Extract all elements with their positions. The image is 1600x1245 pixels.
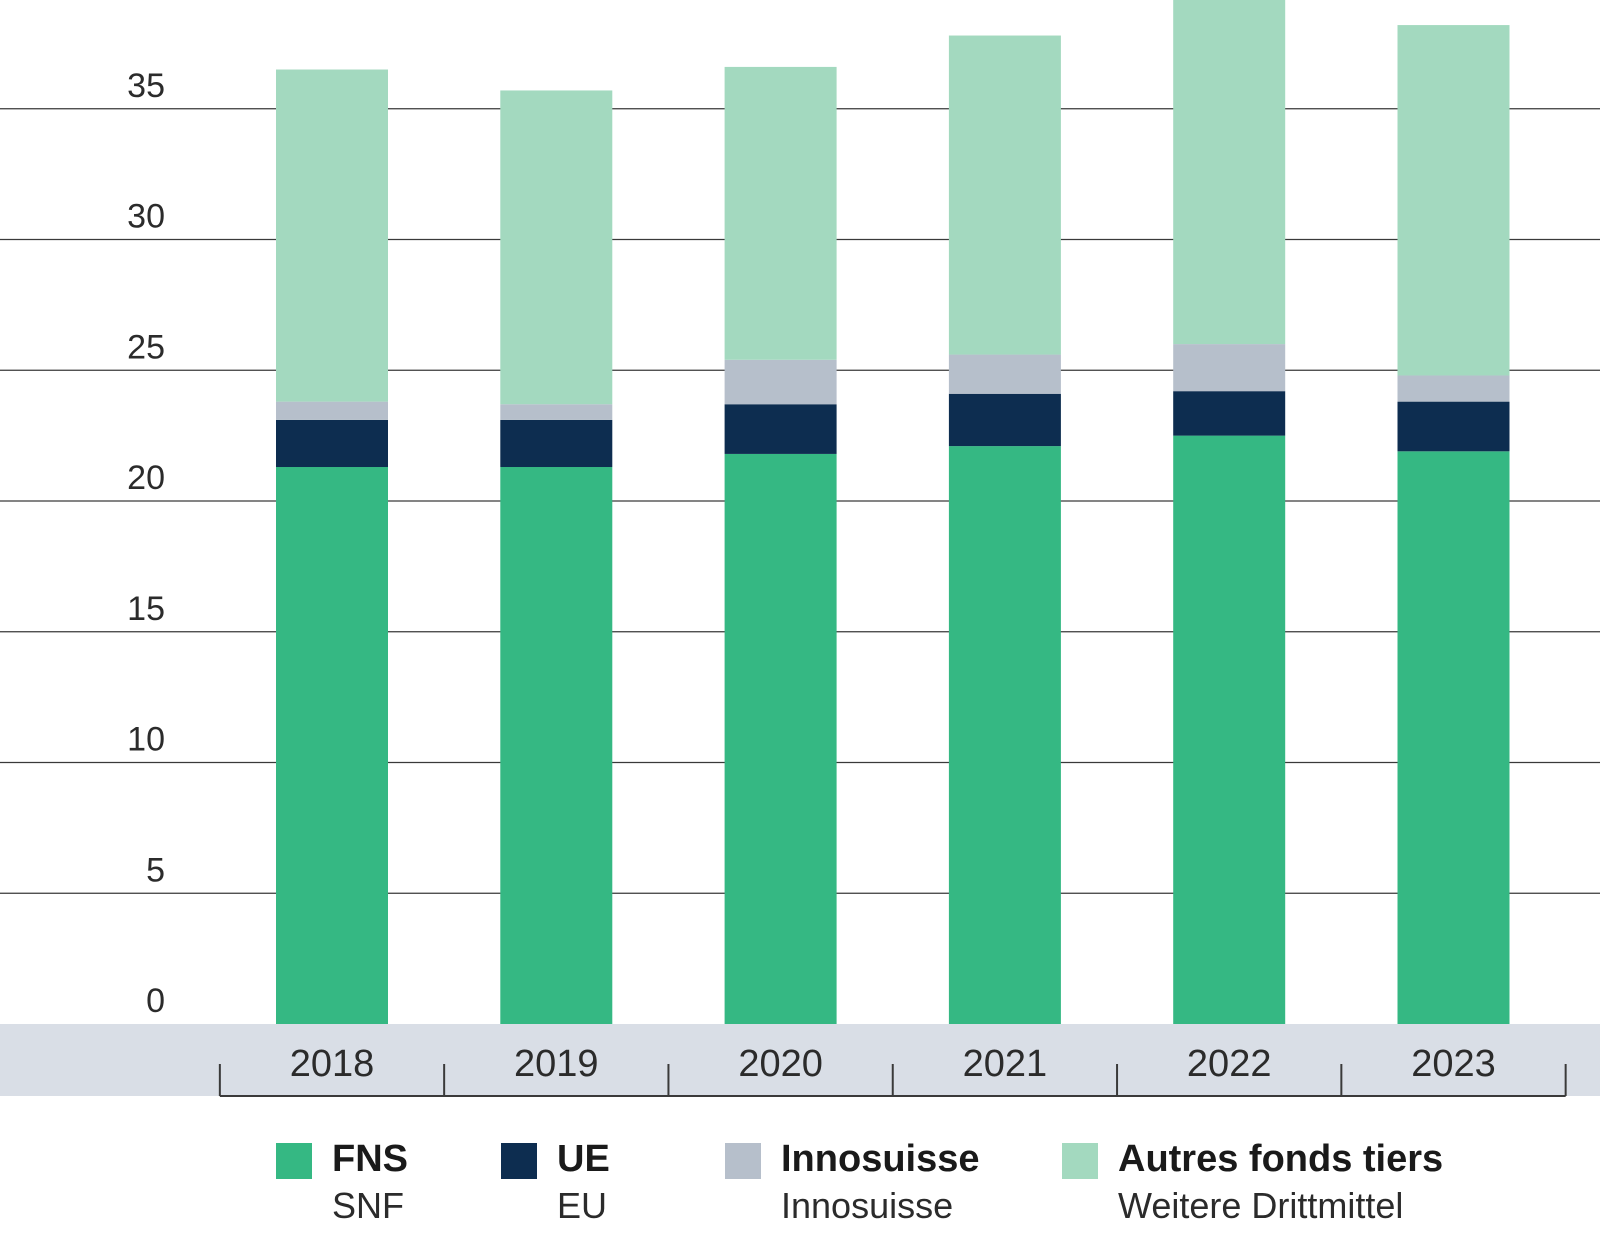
bar-2019-ue xyxy=(500,419,613,468)
bar-2019-autres-fonds-tiers xyxy=(500,90,613,405)
legend: FNS SNF UE EU Innosuisse Innosuisse Autr… xyxy=(0,1138,1600,1245)
bar-2023-ue xyxy=(1397,401,1510,452)
legend-label-autres-fonds-tiers: Autres fonds tiers xyxy=(1118,1138,1444,1180)
bar-2023-innosuisse xyxy=(1397,375,1510,402)
x-tick-label-2018: 2018 xyxy=(290,1043,375,1085)
bar-2018-innosuisse xyxy=(276,401,388,420)
bar-2021-innosuisse xyxy=(948,354,1061,394)
bar-2018-ue xyxy=(276,419,388,468)
bar-2022-autres-fonds-tiers xyxy=(1173,0,1286,345)
bar-2021-autres-fonds-tiers xyxy=(948,35,1061,355)
x-axis-band xyxy=(0,1024,1600,1096)
bar-2022-innosuisse xyxy=(1173,344,1286,392)
legend-label-fns: FNS xyxy=(332,1138,408,1180)
bar-2020-fns xyxy=(724,453,837,1024)
bar-2019-innosuisse xyxy=(500,404,613,420)
bar-2021-fns xyxy=(948,446,1061,1025)
x-tick-label-2020: 2020 xyxy=(738,1043,823,1085)
legend-swatch-autres-fonds-tiers xyxy=(1062,1143,1098,1179)
bar-2020-ue xyxy=(724,404,837,454)
y-tick-label-15: 15 xyxy=(127,590,165,628)
x-tick-label-2023: 2023 xyxy=(1411,1043,1496,1085)
legend-label-eu: EU xyxy=(557,1185,608,1226)
x-tick-label-2022: 2022 xyxy=(1187,1043,1272,1085)
x-tick-label-2019: 2019 xyxy=(514,1043,599,1085)
y-tick-label-10: 10 xyxy=(127,721,165,759)
legend-label-innosuisse: Innosuisse xyxy=(781,1138,980,1180)
y-tick-label-20: 20 xyxy=(127,459,165,497)
bar-2020-autres-fonds-tiers xyxy=(724,66,837,360)
y-tick-label-0: 0 xyxy=(146,982,165,1020)
legend-label-snf: SNF xyxy=(332,1185,404,1226)
legend-swatch-fns xyxy=(276,1143,312,1179)
x-tick-label-2021: 2021 xyxy=(963,1043,1048,1085)
y-tick-label-5: 5 xyxy=(146,851,165,889)
bar-2022-ue xyxy=(1173,391,1286,436)
bar-2021-ue xyxy=(948,393,1061,447)
bar-2023-fns xyxy=(1397,451,1510,1024)
legend-swatch-innosuisse xyxy=(725,1143,761,1179)
bar-2019-fns xyxy=(500,467,613,1024)
bar-2020-innosuisse xyxy=(724,359,837,405)
y-tick-label-35: 35 xyxy=(127,67,165,105)
bar-2018-fns xyxy=(276,467,388,1024)
bar-2022-fns xyxy=(1173,435,1286,1024)
y-tick-label-25: 25 xyxy=(127,328,165,366)
legend-swatch-ue xyxy=(501,1143,537,1179)
bar-2023-autres-fonds-tiers xyxy=(1397,25,1510,376)
legend-label-ue: UE xyxy=(557,1138,610,1180)
bar-2018-autres-fonds-tiers xyxy=(276,69,388,402)
legend-label-weitere-drittmittel: Weitere Drittmittel xyxy=(1118,1185,1404,1226)
legend-label-innosuisse-de: Innosuisse xyxy=(781,1185,954,1226)
stacked-bar-chart: 0 5 10 15 20 25 30 35 2018 2019 2020 2021 2022 2023 xyxy=(0,0,1600,1097)
y-tick-label-30: 30 xyxy=(127,198,165,236)
